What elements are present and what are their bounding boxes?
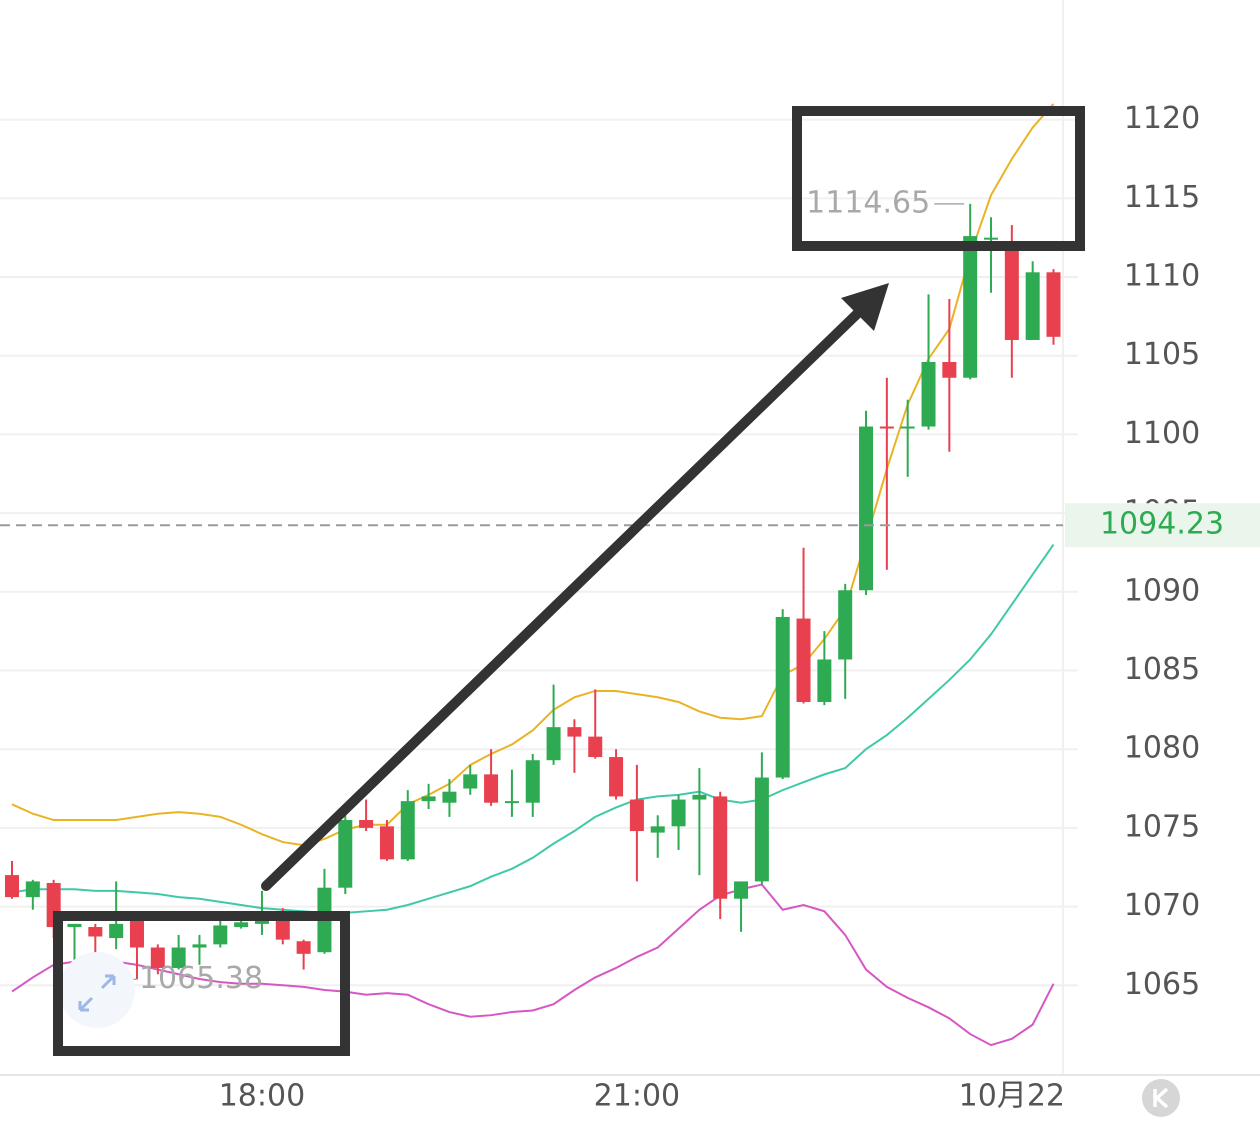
low-label: 1065.38	[139, 961, 263, 996]
candle-body	[567, 727, 582, 737]
candle-body	[275, 920, 290, 940]
candle-body	[213, 925, 228, 945]
y-tick-label: 1105	[1124, 337, 1200, 372]
candle-body	[192, 944, 207, 948]
candle-body	[963, 236, 978, 378]
candle-body	[129, 920, 144, 948]
candle-body	[796, 618, 811, 702]
trend-arrow-head	[841, 283, 889, 331]
candle-body	[463, 774, 478, 789]
candle-body	[1046, 272, 1061, 337]
y-tick-label: 1100	[1124, 416, 1200, 451]
candle-body	[650, 826, 665, 833]
candle-body	[25, 881, 40, 898]
candle-body	[546, 727, 561, 761]
candle-body	[734, 881, 749, 899]
candle-body	[88, 927, 103, 937]
candle-body	[942, 362, 957, 378]
candle-body	[838, 590, 853, 660]
candle-body	[754, 777, 769, 882]
expand-icon[interactable]	[59, 952, 135, 1028]
candle-body	[296, 941, 311, 954]
grid	[0, 118, 1078, 987]
candle-body	[692, 794, 707, 800]
k-button-glyph	[1153, 1087, 1169, 1109]
annotation-boxes	[53, 106, 1085, 1056]
y-tick-label: 1080	[1124, 731, 1200, 766]
candle-body	[1025, 272, 1040, 340]
k-button-bg	[1142, 1079, 1180, 1117]
candle-body	[671, 799, 686, 827]
candle-body	[775, 616, 790, 778]
candle-body	[359, 820, 374, 828]
candle-body	[484, 774, 499, 803]
candle-body	[609, 757, 624, 797]
y-tick-label: 1110	[1124, 259, 1200, 294]
candle-body	[171, 947, 186, 968]
expand-icon-bg	[59, 952, 135, 1028]
candle-body	[109, 923, 124, 939]
candle-body	[1004, 250, 1019, 340]
candle-body	[338, 820, 353, 888]
overlays	[11, 103, 1055, 1047]
trend-arrow	[261, 308, 863, 891]
y-tick-label: 1065	[1124, 967, 1200, 1002]
candle-body	[442, 791, 457, 803]
candle-body	[525, 760, 540, 803]
candle-body	[817, 659, 832, 702]
high-label: 1114.65	[806, 185, 930, 220]
labels: 1065107010751080108510901095110011051110…	[0, 101, 1260, 1114]
x-tick-label: 18:00	[219, 1079, 305, 1114]
last-price-label: 1094.23	[1100, 507, 1224, 542]
candle-body	[859, 426, 874, 591]
y-tick-label: 1120	[1124, 101, 1200, 136]
candle-body	[588, 736, 603, 758]
y-tick-label: 1070	[1124, 888, 1200, 923]
candle-body	[921, 362, 936, 427]
candle-body	[67, 923, 82, 928]
x-tick-label: 10月22	[959, 1079, 1065, 1114]
highlight-box	[53, 911, 350, 1056]
overlay-line	[11, 883, 1055, 1047]
candle-body	[879, 426, 894, 429]
k-button[interactable]	[1142, 1079, 1180, 1117]
last-price-tag	[1065, 503, 1260, 548]
candle-body	[629, 799, 644, 832]
y-tick-label: 1085	[1124, 652, 1200, 687]
overlay-line	[11, 544, 1055, 914]
candle-body	[984, 237, 999, 240]
candle-body	[400, 801, 415, 860]
candle-body	[900, 426, 915, 429]
y-tick-label: 1090	[1124, 573, 1200, 608]
candle-body	[150, 947, 165, 968]
y-tick-label: 1115	[1124, 180, 1200, 215]
candle-body	[421, 796, 436, 802]
highlight-box	[792, 106, 1085, 251]
candle-body	[379, 826, 394, 860]
candles	[5, 203, 1061, 980]
expand-icon-glyph	[78, 974, 116, 1012]
candle-body	[504, 801, 519, 804]
y-tick-label: 1075	[1124, 809, 1200, 844]
candle-body	[5, 875, 19, 898]
candle-body	[713, 796, 728, 899]
overlay-line	[11, 103, 1055, 847]
candle-body	[234, 922, 249, 928]
x-tick-label: 21:00	[594, 1079, 680, 1114]
